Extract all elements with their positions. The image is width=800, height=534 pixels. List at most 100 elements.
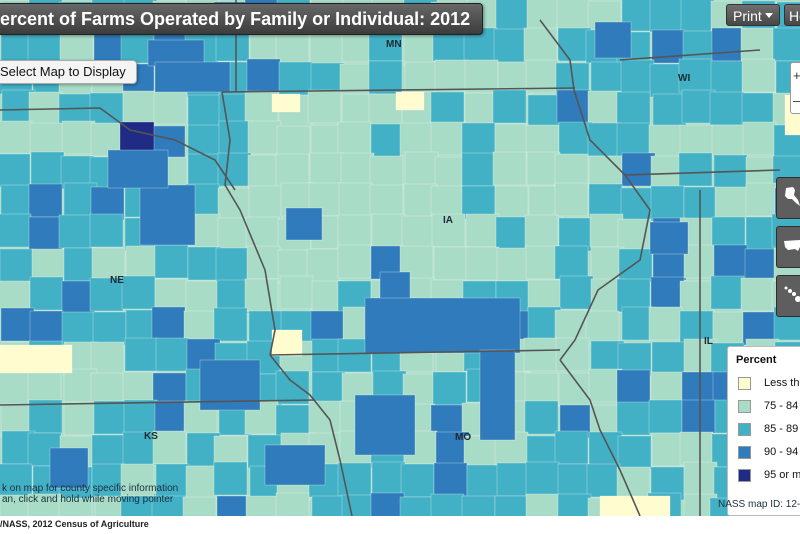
county-cell[interactable] [187,246,222,281]
county-cell[interactable] [399,122,434,157]
county-cell[interactable] [430,121,465,156]
county-cell[interactable] [154,61,231,93]
county-cell[interactable] [339,63,374,98]
county-cell[interactable] [589,213,624,248]
county-cell[interactable] [308,400,343,435]
county-cell[interactable] [153,90,188,125]
county-cell[interactable] [527,94,562,129]
county-cell[interactable] [492,89,527,124]
county-cell[interactable] [678,152,713,187]
county-cell[interactable] [431,213,466,248]
county-cell[interactable] [0,184,35,219]
county-cell[interactable] [588,183,623,218]
county-cell[interactable] [556,89,591,124]
county-cell[interactable] [120,463,155,498]
county-cell[interactable] [586,463,621,498]
county-cell[interactable] [276,125,311,160]
county-cell[interactable] [585,310,620,345]
county-cell[interactable] [279,275,314,310]
county-cell[interactable] [271,93,301,113]
county-cell[interactable] [371,213,406,248]
county-cell[interactable] [0,344,73,374]
county-cell[interactable] [337,244,372,279]
county-cell[interactable] [271,329,303,357]
county-cell[interactable] [154,400,189,435]
county-cell[interactable] [0,371,33,406]
county-cell[interactable] [154,278,189,313]
county-cell[interactable] [433,462,468,497]
county-cell[interactable] [466,464,501,499]
county-cell[interactable] [309,152,344,187]
county-cell[interactable] [147,39,205,67]
county-cell[interactable] [244,278,279,313]
county-cell[interactable] [620,59,655,94]
county-cell[interactable] [741,92,776,127]
county-cell[interactable] [213,307,248,342]
county-cell[interactable] [354,394,416,456]
county-cell[interactable] [275,404,310,439]
county-cell[interactable] [155,337,190,372]
county-cell[interactable] [125,245,160,280]
county-cell[interactable] [309,32,344,67]
county-cell[interactable] [399,496,434,516]
county-cell[interactable] [523,27,558,62]
county-cell[interactable] [651,432,686,467]
county-cell[interactable] [61,280,96,315]
county-cell[interactable] [713,244,748,279]
county-cell[interactable] [432,371,467,406]
county-cell[interactable] [557,27,592,62]
county-cell[interactable] [275,31,310,66]
county-cell[interactable] [151,306,186,341]
county-cell[interactable] [187,94,222,129]
county-cell[interactable] [616,122,651,157]
county-cell[interactable] [61,120,96,155]
county-cell[interactable] [123,399,158,434]
county-cell[interactable] [338,182,373,217]
county-cell[interactable] [58,214,93,249]
print-button[interactable]: Print [726,4,780,26]
county-cell[interactable] [0,153,31,188]
county-cell[interactable] [617,435,652,470]
county-cell[interactable] [554,182,589,217]
county-cell[interactable] [379,271,411,303]
county-cell[interactable] [28,399,63,434]
county-cell[interactable] [264,444,326,486]
county-cell[interactable] [59,29,94,64]
county-cell[interactable] [492,151,527,186]
county-cell[interactable] [712,311,747,346]
county-cell[interactable] [370,123,405,158]
county-cell[interactable] [588,368,623,403]
county-cell[interactable] [461,152,496,187]
county-cell[interactable] [479,349,516,441]
county-cell[interactable] [218,120,253,155]
county-cell[interactable] [369,184,404,219]
county-cell[interactable] [523,337,558,372]
county-cell[interactable] [465,246,500,281]
county-cell[interactable] [496,462,531,497]
county-cell[interactable] [216,495,251,516]
county-cell[interactable] [215,247,250,282]
county-cell[interactable] [122,431,157,466]
county-cell[interactable] [772,27,800,62]
county-cell[interactable] [525,245,560,280]
county-cell[interactable] [29,310,64,345]
county-cell[interactable] [711,27,746,62]
county-cell[interactable] [0,213,32,248]
county-cell[interactable] [590,61,625,96]
county-cell[interactable] [711,124,746,159]
county-cell[interactable] [648,306,683,341]
county-cell[interactable] [710,60,745,95]
county-cell[interactable] [588,155,623,190]
county-cell[interactable] [369,155,404,190]
county-cell[interactable] [744,248,779,283]
county-cell[interactable] [154,244,189,279]
county-cell[interactable] [337,121,372,156]
county-cell[interactable] [49,447,89,489]
county-cell[interactable] [741,58,776,93]
county-cell[interactable] [187,124,222,159]
county-cell[interactable] [275,370,310,405]
county-cell[interactable] [401,215,436,250]
county-cell[interactable] [559,275,594,310]
county-cell[interactable] [185,280,220,315]
county-cell[interactable] [740,277,775,312]
